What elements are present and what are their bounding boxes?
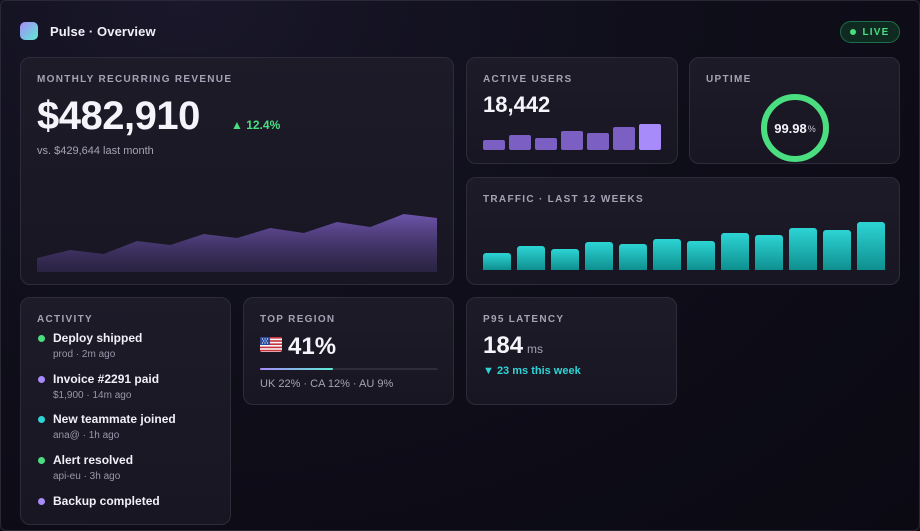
live-badge[interactable]: LIVE	[840, 21, 900, 43]
active-users-bar	[509, 134, 531, 150]
activity-item[interactable]: Backup completed	[37, 494, 217, 531]
traffic-bar	[517, 246, 545, 270]
activity-dot-icon	[38, 457, 45, 465]
active-users-bar-chart	[483, 124, 661, 150]
latency-readout: 184 ms	[483, 332, 543, 360]
activity-dot-icon	[38, 497, 45, 505]
us-flag-icon	[260, 337, 282, 352]
activity-label: ACTIVITY	[37, 314, 93, 325]
activity-meta: ana@ · 1h ago	[53, 430, 120, 442]
top-region-breakdown: UK 22% · CA 12% · AU 9%	[260, 378, 394, 390]
activity-title: New teammate joined	[53, 412, 176, 427]
uptime-ring	[761, 94, 829, 162]
top-region-value: 41%	[288, 333, 337, 360]
pulse-logo-icon	[20, 22, 38, 40]
activity-title: Invoice #2291 paid	[53, 371, 160, 386]
active-users-label: ACTIVE USERS	[483, 74, 573, 85]
uptime-label: UPTIME	[706, 74, 752, 85]
mrr-value: $482,910	[37, 94, 200, 138]
top-region-progress	[260, 368, 438, 370]
mrr-label: MONTHLY RECURRING REVENUE	[37, 74, 233, 85]
active-users-bar	[483, 140, 505, 150]
uptime-unit: %	[807, 124, 816, 134]
activity-title: Alert resolved	[53, 453, 134, 468]
traffic-bar-chart	[483, 220, 885, 270]
top-region-card[interactable]: TOP REGION 41% UK 22% · CA 12% · AU 9%	[243, 297, 454, 405]
traffic-bar	[483, 253, 511, 270]
activity-meta: prod · 2m ago	[53, 349, 116, 360]
traffic-bar	[755, 235, 783, 270]
activity-item[interactable]: Alert resolved api-eu · 3h ago	[37, 453, 217, 494]
traffic-bar	[823, 230, 851, 270]
traffic-bar	[857, 221, 885, 270]
traffic-label: TRAFFIC · LAST 12 WEEKS	[483, 194, 645, 205]
traffic-bar	[721, 232, 749, 270]
activity-item[interactable]: Deploy shipped prod · 2m ago	[37, 331, 217, 372]
active-users-bar	[561, 131, 583, 150]
activity-item[interactable]: Invoice #2291 paid $1,900 · 14m ago	[37, 372, 217, 413]
live-dot-icon	[850, 29, 857, 35]
activity-dot-icon	[38, 375, 45, 383]
top-region-label: TOP REGION	[260, 314, 336, 325]
active-users-bar	[639, 124, 661, 150]
uptime-ring-fill	[761, 94, 829, 162]
top-region-progress-fill	[260, 368, 333, 370]
active-users-bar	[535, 138, 557, 150]
traffic-card[interactable]: TRAFFIC · LAST 12 WEEKS	[466, 177, 900, 285]
latency-unit: ms	[527, 342, 544, 356]
activity-item[interactable]: New teammate joined ana@ · 1h ago	[37, 412, 217, 453]
mrr-comparison: vs. $429,644 last month	[37, 145, 154, 157]
activity-meta: api-eu · 3h ago	[53, 471, 121, 483]
uptime-readout: 99.98%	[759, 92, 831, 164]
latency-value: 184	[483, 332, 524, 359]
uptime-value: 99.98	[774, 120, 807, 136]
activity-list: Deploy shipped prod · 2m ago Invoice #229…	[37, 331, 217, 531]
active-users-card[interactable]: ACTIVE USERS 18,442	[466, 57, 678, 164]
active-users-bar	[613, 127, 635, 150]
p95-latency-card[interactable]: P95 LATENCY 184 ms ▼ 23 ms this week	[466, 297, 677, 405]
traffic-bar	[551, 249, 579, 270]
traffic-bar	[653, 238, 681, 270]
latency-label: P95 LATENCY	[483, 314, 565, 325]
activity-dot-icon	[38, 416, 45, 424]
traffic-bar	[585, 242, 613, 270]
activity-title: Deploy shipped	[53, 331, 143, 345]
activity-card: ACTIVITY Deploy shipped prod · 2m ago Inv…	[20, 297, 231, 525]
app-header: Pulse · Overview	[20, 22, 156, 40]
page-title: Pulse · Overview	[50, 23, 156, 39]
live-label: LIVE	[862, 26, 890, 38]
active-users-value: 18,442	[483, 92, 551, 117]
traffic-bar	[789, 228, 817, 270]
uptime-card[interactable]: UPTIME 99.98%	[689, 57, 900, 164]
active-users-bar	[587, 133, 609, 150]
activity-meta: $1,900 · 14m ago	[53, 389, 132, 401]
activity-title: Backup completed	[53, 493, 160, 508]
mrr-delta: ▲ 12.4%	[231, 118, 281, 132]
traffic-bar	[619, 244, 647, 270]
mrr-area	[37, 214, 437, 272]
mrr-card[interactable]: MONTHLY RECURRING REVENUE $482,910 ▲ 12.…	[20, 57, 454, 285]
mrr-area-chart	[37, 214, 437, 272]
traffic-bar	[687, 241, 715, 270]
latency-delta: ▼ 23 ms this week	[483, 365, 581, 377]
activity-dot-icon	[38, 335, 45, 342]
